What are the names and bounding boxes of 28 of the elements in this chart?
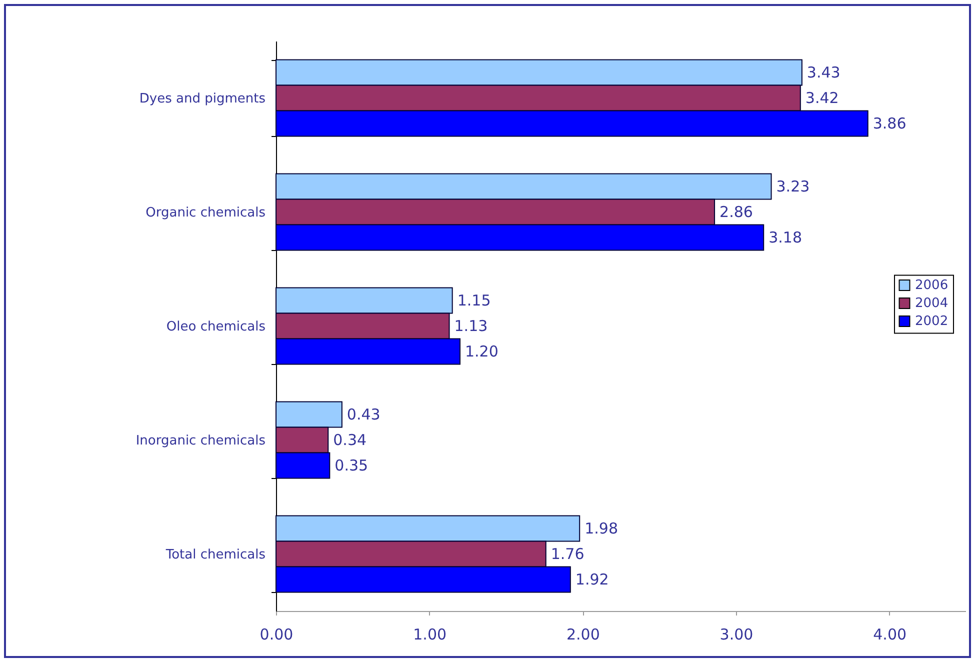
data-label: 3.23 [776,178,810,196]
data-label: 1.15 [457,292,491,310]
legend-label: 2004 [915,296,948,312]
y-tick-label: Dyes and pigments [139,92,266,106]
data-label: 1.13 [454,317,488,335]
data-label: 0.34 [333,431,367,449]
data-label: 3.42 [805,89,839,107]
x-tick-label: 1.00 [413,626,447,644]
data-label: 2.86 [720,203,753,221]
data-label: 1.98 [584,520,618,538]
y-tick-label: Inorganic chemicals [136,434,266,448]
y-tick-label: Organic chemicals [146,206,266,220]
data-label: 1.76 [550,545,584,563]
data-label: 3.86 [872,114,906,132]
x-tick-label: 2.00 [566,626,600,644]
data-label: 0.35 [334,456,368,474]
data-label: 0.43 [346,406,380,424]
x-tick-label: 0.00 [260,626,294,644]
y-tick-label: Oleo chemicals [166,320,266,334]
data-label: 1.20 [465,342,498,360]
x-tick-label: 4.00 [873,626,907,644]
data-label: 3.43 [806,64,840,82]
legend-label: 2002 [915,314,948,330]
data-label: 3.18 [768,228,802,246]
y-tick-label: Total chemicals [164,548,266,562]
data-label: 1.92 [575,570,609,588]
legend-label: 2006 [915,278,948,294]
x-tick-label: 3.00 [720,626,754,644]
